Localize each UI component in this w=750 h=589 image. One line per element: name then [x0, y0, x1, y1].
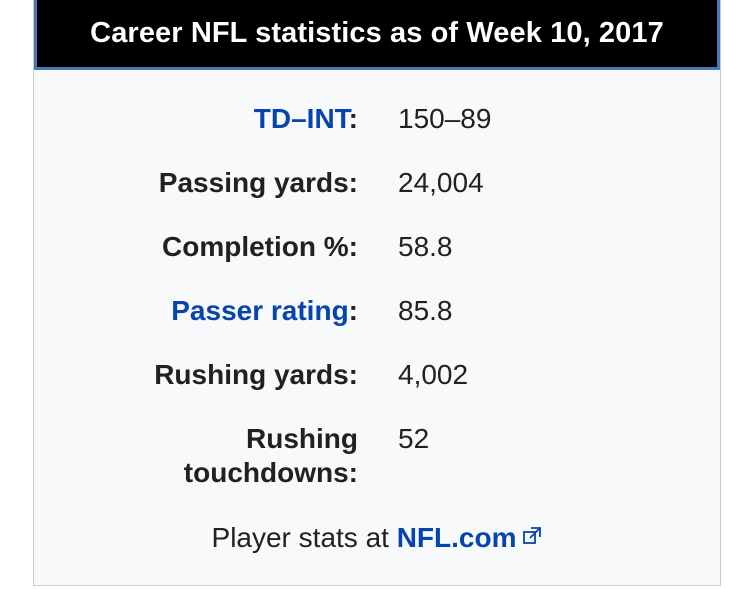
passing-yards-value: 24,004: [398, 167, 484, 198]
passer-rating-value: 85.8: [398, 295, 453, 326]
external-link-icon[interactable]: [522, 520, 542, 554]
completion-pct-label: Completion %:: [162, 231, 358, 262]
rushing-touchdowns-value: 52: [398, 423, 430, 454]
row-label: Passer rating:: [171, 295, 358, 326]
passer-rating-link[interactable]: Passer rating: [171, 295, 349, 326]
td-int-link[interactable]: TD–INT: [253, 103, 349, 134]
passing-yards-label: Passing yards:: [158, 167, 358, 198]
rushing-yards-value: 4,002: [398, 359, 469, 390]
completion-pct-value: 58.8: [398, 231, 453, 262]
rushing-touchdowns-label: Rushing touchdowns:: [183, 423, 358, 488]
career-stats-infobox: Career NFL statistics as of Week 10, 201…: [33, 0, 721, 586]
player-stats-footer: Player stats at NFL.com: [34, 521, 720, 555]
row-label: TD–INT:: [253, 103, 358, 134]
nfl-com-link[interactable]: NFL.com: [396, 522, 517, 553]
footer-prefix: Player stats at: [211, 522, 397, 553]
rushing-yards-label: Rushing yards:: [154, 359, 358, 390]
td-int-value: 150–89: [398, 103, 492, 134]
infobox-title: Career NFL statistics as of Week 10, 201…: [34, 0, 720, 70]
